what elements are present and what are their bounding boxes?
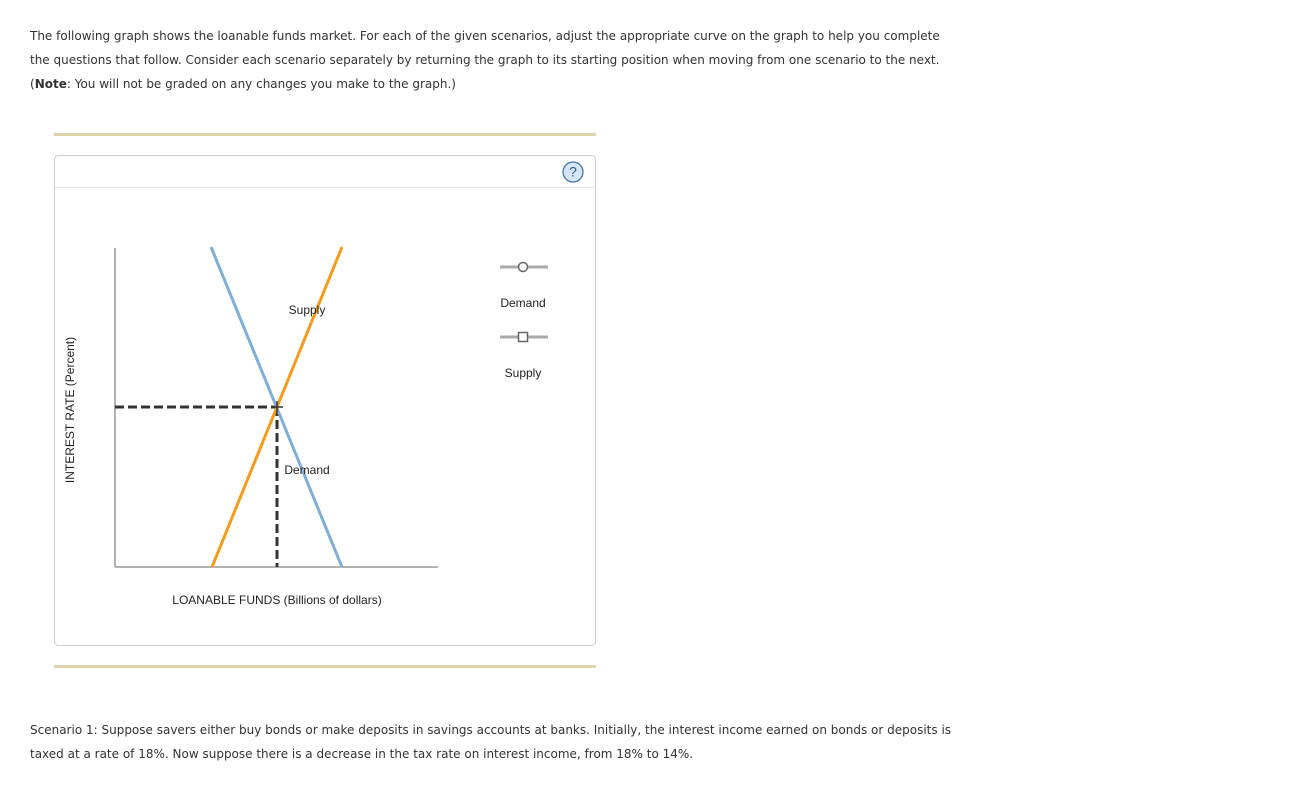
help-button[interactable]: ? (562, 161, 584, 183)
scenario: Scenario 1: Suppose savers either buy bo… (30, 723, 952, 761)
supply-label: Supply (289, 303, 326, 317)
legend-label: Supply (505, 366, 542, 380)
graph-panel (54, 155, 596, 646)
legend-square[interactable] (517, 331, 529, 343)
x-axis-label: LOANABLE FUNDS (Billions of dollars) (172, 593, 381, 607)
top-bar (54, 133, 596, 136)
intro-text: The following graph shows the loanable f… (30, 29, 940, 67)
equilibrium-point (271, 401, 283, 413)
bottom-bar (54, 665, 596, 668)
legend-circle[interactable] (517, 261, 529, 273)
legend-demand[interactable]: Demand (500, 261, 548, 311)
demand-label: Demand (284, 463, 329, 477)
y-axis-label: INTEREST RATE (Percent) (63, 337, 77, 483)
intro: The following graph shows the loanable f… (30, 24, 960, 96)
help-circle[interactable] (562, 161, 584, 183)
legend-label: Demand (500, 296, 545, 310)
note-label: Note (34, 77, 67, 91)
note-prefix: ( (30, 77, 35, 91)
help-icon[interactable]: ? (569, 164, 577, 180)
note-text: : You will not be graded on any changes … (66, 77, 456, 91)
legend-supply[interactable]: Supply (500, 331, 548, 381)
